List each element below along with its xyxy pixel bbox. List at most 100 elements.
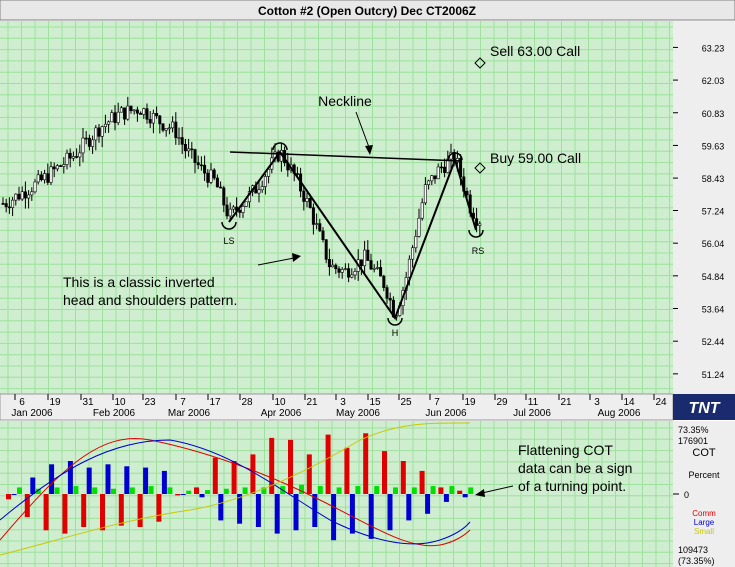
- cot-bar-comm: [250, 454, 256, 494]
- candle-body: [183, 144, 187, 152]
- cot-name: COT: [692, 447, 716, 459]
- cot-bar-large: [124, 466, 130, 494]
- cot-bar-small: [411, 487, 417, 494]
- pattern-note-line-1: This is a classic inverted: [63, 274, 215, 290]
- date-tick-label: 17: [209, 397, 221, 408]
- candle-body: [39, 174, 43, 181]
- cot-bar-comm: [457, 490, 463, 494]
- cot-bar-small: [73, 486, 79, 494]
- cot-bar-comm: [231, 461, 237, 494]
- date-tick-label: 19: [49, 397, 61, 408]
- cot-note-line-2: data can be a sign: [518, 460, 632, 476]
- candle-body: [190, 148, 194, 151]
- cot-bar-small: [393, 487, 398, 494]
- candle-body: [46, 173, 50, 183]
- candle-body: [331, 264, 335, 268]
- buy-call-marker: [474, 162, 486, 174]
- cot-bar-comm: [24, 494, 30, 518]
- candle-body: [263, 176, 267, 187]
- candle-body: [260, 186, 264, 191]
- month-label: May 2006: [336, 408, 380, 419]
- cot-bar-small: [261, 487, 267, 494]
- price-axis-labels: 63.23 62.03 60.83 59.63 58.43 57.24 56.04 54.84…: [673, 43, 725, 380]
- candle-body: [417, 217, 421, 237]
- candle-body: [430, 175, 434, 182]
- candle-body: [148, 118, 152, 124]
- price-grid: [0, 21, 673, 394]
- cot-bar-large: [49, 464, 55, 494]
- cot-bar-small: [430, 486, 436, 494]
- cot-bar-large: [443, 494, 449, 502]
- candle-body: [340, 269, 344, 273]
- cot-note: Flattening COT data can be a sign of a t…: [518, 442, 636, 494]
- candle-body: [311, 207, 315, 225]
- price-tick-label: 59.63: [702, 141, 725, 151]
- candle-body: [155, 113, 159, 117]
- cot-bar-small: [299, 484, 304, 494]
- date-tick-label: 19: [464, 397, 476, 408]
- cot-bar-small: [54, 487, 60, 494]
- cot-bar-comm: [288, 439, 293, 494]
- candle-body: [167, 127, 171, 130]
- candle-body: [212, 169, 216, 179]
- candle-body: [100, 126, 104, 137]
- candle-body: [110, 112, 114, 123]
- cot-bar-small: [355, 486, 361, 494]
- peak-marker-right: [447, 152, 463, 161]
- cot-bar-small: [129, 487, 135, 494]
- candle-body: [315, 223, 319, 225]
- candle-body: [219, 186, 223, 189]
- date-axis-labels: 6 19 31 10 23 7 17 28 10 21 3 15 25 7 19 29 11 21 3 14 24 Jan…: [11, 394, 667, 419]
- candle-body: [113, 112, 117, 123]
- ls-marker: [221, 221, 237, 230]
- cot-arrow-shaft: [481, 485, 514, 494]
- cot-bar-comm: [81, 494, 87, 527]
- cot-bar-large: [349, 494, 355, 534]
- cot-bar-small: [167, 487, 173, 494]
- candle-body: [27, 194, 31, 199]
- cot-bar-comm: [100, 494, 105, 531]
- price-tick-label: 51.24: [702, 370, 725, 380]
- cot-bar-comm: [175, 494, 181, 496]
- candle-body: [75, 156, 79, 158]
- candle-body: [142, 108, 146, 115]
- cot-bar-large: [462, 494, 468, 498]
- candle-body: [407, 258, 411, 278]
- price-axis: [673, 21, 735, 394]
- candle-body: [327, 259, 331, 268]
- candle-body: [363, 249, 367, 267]
- candle-body: [87, 137, 91, 147]
- candle-body: [305, 198, 309, 202]
- candle-body: [193, 149, 197, 163]
- candle-body: [318, 223, 322, 232]
- head-marker: [387, 317, 403, 326]
- cot-lines: [0, 422, 471, 556]
- price-tick-label: 57.24: [702, 206, 725, 216]
- month-label: Mar 2006: [168, 408, 211, 419]
- candle-body: [203, 164, 207, 174]
- candle-body: [145, 108, 149, 120]
- candle-body: [30, 191, 34, 196]
- month-label: Jan 2006: [11, 408, 53, 419]
- candle-body: [171, 121, 175, 129]
- sell-call-label: Sell 63.00 Call: [490, 43, 580, 59]
- candle-body: [382, 275, 386, 288]
- cot-bar-small: [223, 488, 229, 494]
- pattern-arrow-shaft: [257, 257, 295, 266]
- month-label: Jun 2006: [425, 408, 467, 419]
- date-tick-label: 21: [306, 397, 318, 408]
- candle-body: [33, 181, 37, 193]
- neckline-line: [229, 151, 463, 162]
- cot-top-value: 176901: [678, 436, 708, 446]
- cot-bar-large: [161, 470, 167, 494]
- cot-bar-comm: [62, 494, 68, 534]
- candle-body: [436, 166, 440, 180]
- cot-zero: 0: [684, 490, 689, 500]
- candle-body: [372, 267, 376, 270]
- cot-bar-large: [105, 464, 111, 494]
- cot-bar-large: [237, 494, 243, 524]
- title-bar: [0, 0, 735, 21]
- large-line: [0, 439, 471, 545]
- candle-body: [225, 204, 229, 217]
